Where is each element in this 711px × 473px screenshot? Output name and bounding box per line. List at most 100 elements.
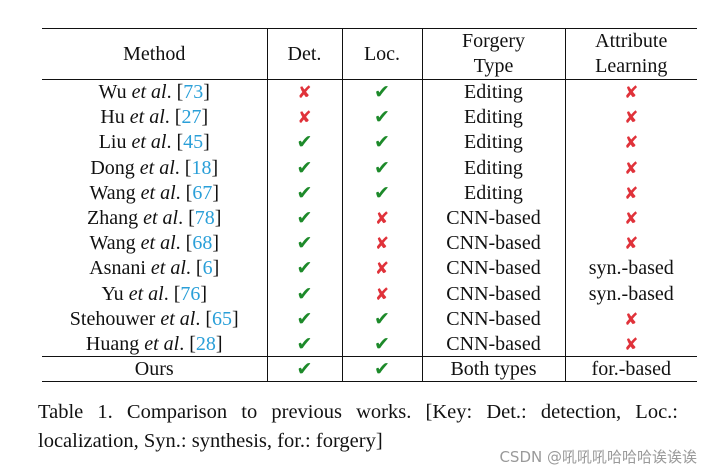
check-icon: ✔: [296, 131, 313, 154]
cross-icon: ✘: [297, 83, 312, 104]
author-name: Zhang: [87, 207, 139, 230]
cross-icon: ✘: [374, 209, 390, 230]
det-cell: ✔: [267, 255, 343, 281]
citation-link[interactable]: 18: [191, 156, 212, 179]
author-name: Dong: [90, 156, 135, 179]
et-al: et al: [131, 81, 167, 104]
det-cell: ✘: [267, 79, 343, 105]
citation-link[interactable]: 76: [180, 282, 201, 305]
citation-link[interactable]: 6: [202, 257, 213, 280]
loc-cell: ✔: [342, 331, 423, 357]
citation-link[interactable]: 28: [195, 332, 216, 355]
et-al: et al: [128, 282, 164, 305]
et-al: et al: [160, 307, 196, 330]
method-cell: Huang et al. [28]: [42, 331, 268, 357]
table-caption: Table 1. Comparison to previous works. […: [38, 401, 678, 452]
check-icon: ✔: [374, 81, 390, 104]
check-icon: ✔: [296, 307, 313, 330]
forgery-type-cell: CNN-based: [422, 230, 566, 256]
loc-cell: ✘: [342, 230, 423, 256]
forgery-type-cell: CNN-based: [422, 331, 566, 357]
author-name: Wu: [98, 81, 127, 104]
author-name: Asnani: [89, 257, 146, 280]
forgery-type-cell: Editing: [422, 79, 566, 105]
attribute-value: syn.-based: [588, 282, 674, 305]
citation-link[interactable]: 78: [194, 207, 215, 230]
forgery-type-cell: Editing: [422, 155, 566, 181]
et-al: et al: [139, 156, 175, 179]
method-cell: Wu et al. [73]: [42, 79, 268, 105]
attribute-cell: ✘: [565, 306, 697, 331]
cross-icon: ✘: [297, 108, 312, 129]
table-row: Asnani et al. [6] ✔ ✘ CNN-based syn.-based: [42, 255, 697, 281]
check-icon: ✔: [374, 358, 390, 381]
author-name: Stehouwer: [69, 307, 156, 330]
citation-link[interactable]: 73: [183, 81, 204, 104]
table-row: Dong et al. [18] ✔ ✔ Editing ✘: [42, 155, 697, 181]
table-body: Wu et al. [73] ✘ ✔ Editing ✘ Hu et al. [27] ✘ ✔…: [42, 79, 697, 383]
method-cell: Ours: [42, 356, 268, 383]
forgery-type-cell: CNN-based: [422, 281, 566, 307]
author-name: Wang: [89, 181, 136, 204]
table-row: Yu et al. [76] ✔ ✘ CNN-based syn.-based: [42, 281, 697, 307]
citation-link[interactable]: 45: [183, 131, 204, 154]
det-cell: ✘: [267, 104, 343, 130]
cross-icon: ✘: [624, 309, 639, 330]
header-loc: Loc.: [342, 28, 423, 80]
method-cell: Hu et al. [27]: [42, 104, 268, 130]
cross-icon: ✘: [624, 234, 639, 255]
check-icon: ✔: [296, 207, 313, 230]
det-cell: ✔: [267, 180, 343, 206]
cross-icon: ✘: [624, 334, 639, 355]
header-forgery-type: Forgery Type: [422, 28, 566, 80]
cross-icon: ✘: [624, 158, 639, 179]
loc-cell: ✔: [342, 104, 423, 130]
table-row: Zhang et al. [78] ✔ ✘ CNN-based ✘: [42, 205, 697, 231]
et-al: et al: [150, 257, 186, 280]
check-icon: ✔: [296, 282, 313, 305]
loc-cell: ✘: [342, 281, 423, 307]
forgery-type-cell: CNN-based: [422, 205, 566, 231]
author-name: Hu: [100, 106, 125, 129]
comparison-table-container: Method Det. Loc. Forgery Type Attribute …: [42, 28, 697, 383]
method-cell: Wang et al. [67]: [42, 180, 268, 206]
cross-icon: ✘: [624, 133, 639, 154]
citation-link[interactable]: 68: [192, 232, 213, 255]
header-attribute-learning: Attribute Learning: [565, 28, 697, 80]
attribute-cell: ✘: [565, 130, 697, 155]
et-al: et al: [140, 181, 176, 204]
method-cell: Stehouwer et al. [65]: [42, 306, 268, 332]
attribute-cell: ✘: [565, 105, 697, 130]
author-name: Wang: [89, 232, 136, 255]
cross-icon: ✘: [624, 83, 639, 104]
attribute-cell: ✘: [565, 205, 697, 230]
citation-link[interactable]: 27: [181, 106, 202, 129]
check-icon: ✔: [296, 232, 313, 255]
table-row: Stehouwer et al. [65] ✔ ✔ CNN-based ✘: [42, 306, 697, 332]
check-icon: ✔: [374, 106, 390, 129]
cross-icon: ✘: [624, 108, 639, 129]
cross-icon: ✘: [374, 284, 390, 305]
check-icon: ✔: [374, 332, 390, 355]
det-cell: ✔: [267, 281, 343, 307]
check-icon: ✔: [374, 181, 390, 204]
et-al: et al: [143, 207, 179, 230]
loc-cell: ✔: [342, 79, 423, 105]
check-icon: ✔: [296, 257, 313, 280]
forgery-type-cell: Both types: [422, 356, 566, 383]
attribute-cell: ✘: [565, 80, 697, 105]
loc-cell: ✔: [342, 180, 423, 206]
comparison-table: Method Det. Loc. Forgery Type Attribute …: [42, 28, 697, 383]
table-row: Liu et al. [45] ✔ ✔ Editing ✘: [42, 129, 697, 156]
et-al: et al: [129, 106, 165, 129]
det-cell: ✔: [267, 306, 343, 332]
attribute-cell: ✘: [565, 155, 697, 180]
citation-link[interactable]: 67: [192, 181, 213, 204]
attribute-value: syn.-based: [588, 257, 674, 280]
citation-link[interactable]: 65: [212, 307, 233, 330]
check-icon: ✔: [296, 332, 313, 355]
cross-icon: ✘: [374, 259, 390, 280]
attribute-cell: syn.-based: [565, 281, 697, 306]
det-cell: ✔: [267, 205, 343, 231]
check-icon: ✔: [296, 156, 313, 179]
